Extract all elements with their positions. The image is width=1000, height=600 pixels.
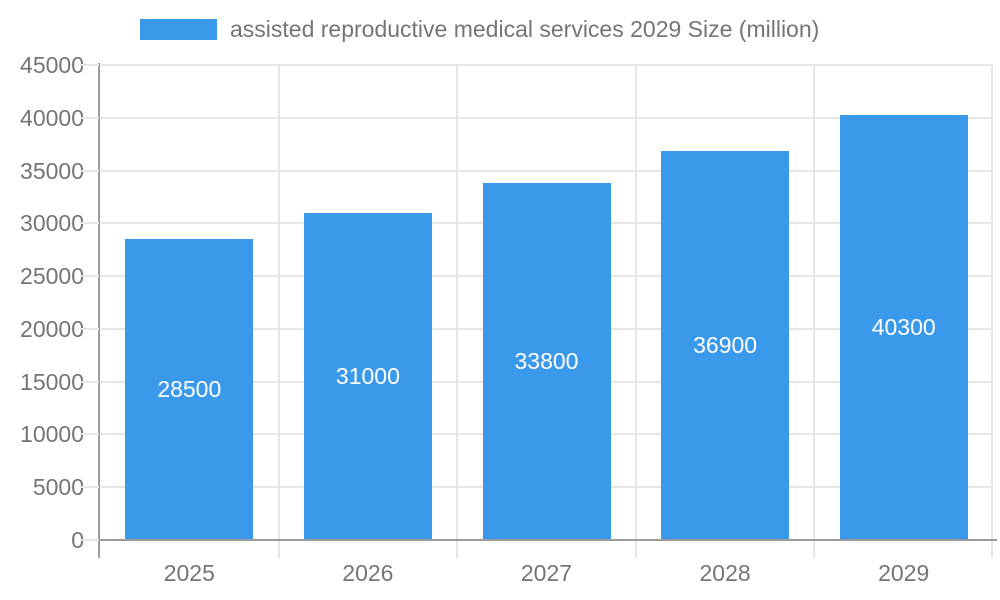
y-tick-5000 <box>80 486 99 489</box>
y-tick-20000 <box>80 327 99 330</box>
x-axis-label: 2026 <box>342 560 394 586</box>
x-axis-label: 2025 <box>163 560 215 586</box>
y-tick-40000 <box>80 116 99 119</box>
x-axis-label: 2029 <box>878 560 930 586</box>
bar-value-label: 40300 <box>871 313 936 340</box>
y-tick-30000 <box>80 222 99 225</box>
y-tick-15000 <box>80 380 99 383</box>
gridline-x-2028 <box>634 65 637 540</box>
y-axis-label: 10000 <box>20 421 84 448</box>
x-axis-line <box>94 539 997 541</box>
bar-2029[interactable]: 40300 <box>839 114 968 540</box>
plot-area: 28500 31000 33800 36900 40300 <box>100 64 993 540</box>
y-axis-label: 45000 <box>20 52 84 78</box>
x-tick-2028 <box>634 541 637 558</box>
gridline-y-45000 <box>100 64 993 66</box>
gridline-x-2027 <box>456 65 459 540</box>
y-axis-label: 0 <box>71 527 84 553</box>
y-tick-10000 <box>80 433 99 436</box>
y-axis-labels: 0 5000 10000 15000 20000 25000 30000 35000 40000… <box>0 52 84 553</box>
x-tick-2026 <box>277 541 280 558</box>
y-axis-line <box>98 63 100 558</box>
legend-label: assisted reproductive medical services 2… <box>230 16 820 42</box>
bar-2028[interactable]: 36900 <box>661 150 790 540</box>
legend-item[interactable]: assisted reproductive medical services 2… <box>140 16 819 43</box>
y-axis-label: 20000 <box>20 315 84 342</box>
gridline-x-2026 <box>277 65 280 540</box>
bar-value-label: 33800 <box>514 348 579 375</box>
x-axis-label: 2028 <box>699 560 751 586</box>
y-axis-label: 25000 <box>20 263 84 290</box>
bar-value-label: 31000 <box>335 362 400 389</box>
x-axis-labels: 2025 2026 2027 2028 2029 <box>100 558 993 590</box>
legend-swatch-icon <box>140 19 217 40</box>
y-axis-label: 15000 <box>20 368 84 395</box>
bar-2026[interactable]: 31000 <box>303 212 432 540</box>
x-tick-2027 <box>456 541 459 558</box>
plot-right-border <box>991 65 993 558</box>
y-axis-label: 30000 <box>20 210 84 237</box>
bar-2025[interactable]: 28500 <box>125 239 254 540</box>
y-axis-label: 35000 <box>20 157 84 184</box>
bar-2027[interactable]: 33800 <box>482 183 611 540</box>
x-tick-2029 <box>813 541 816 558</box>
bar-value-label: 28500 <box>157 376 222 403</box>
x-axis-label: 2027 <box>520 560 573 586</box>
gridline-y-35000 <box>100 169 993 172</box>
gridline-y-40000 <box>100 116 993 119</box>
gridline-x-2029 <box>813 65 816 540</box>
y-tick-25000 <box>80 275 99 278</box>
y-tick-0 <box>80 539 99 541</box>
y-axis-label: 40000 <box>20 104 84 131</box>
bar-value-label: 36900 <box>693 331 758 358</box>
y-tick-35000 <box>80 169 99 172</box>
y-tick-45000 <box>80 64 99 66</box>
y-axis-label: 5000 <box>32 474 84 501</box>
